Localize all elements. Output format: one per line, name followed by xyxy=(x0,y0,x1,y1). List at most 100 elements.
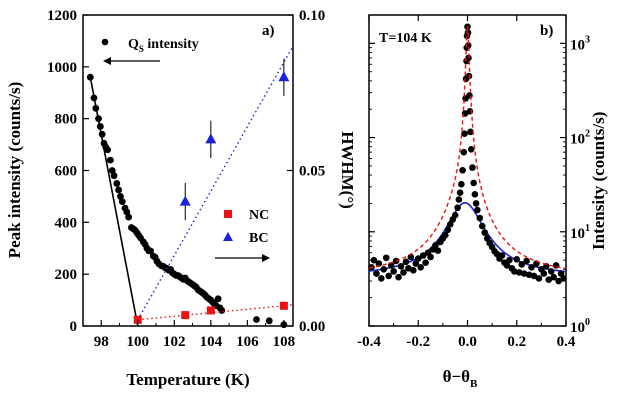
panel-b-ylabel: Intensity (counts/s) xyxy=(589,112,608,250)
a-x-tick-label: 98 xyxy=(94,334,109,350)
b-x-tick-label: 0.2 xyxy=(507,334,526,350)
b-data-point xyxy=(370,256,378,264)
b-data-point xyxy=(547,268,555,275)
hwhm-arrow-head xyxy=(262,254,270,262)
a-y-tick-label: 0 xyxy=(70,319,78,335)
bc-legend-label: BC xyxy=(249,231,268,246)
qs-data-point xyxy=(115,186,123,194)
b-data-point xyxy=(535,275,543,282)
panel-a-label: a) xyxy=(262,23,275,39)
nc-data-point xyxy=(181,311,190,320)
qs-data-point xyxy=(106,156,114,164)
b-data-point xyxy=(498,252,506,259)
b-data-point xyxy=(467,128,474,136)
qs-data-point xyxy=(147,247,154,255)
qs-data-point xyxy=(96,123,104,130)
b-data-point xyxy=(432,241,439,249)
b-y-tick-label: 102 xyxy=(570,129,590,148)
panel-b-xlabel: θ−θB xyxy=(443,367,478,390)
b-data-point xyxy=(469,164,476,171)
b-y-tick-label: 103 xyxy=(570,34,590,53)
qs-legend-label: QS intensity xyxy=(128,37,199,54)
nc-legend-label: NC xyxy=(249,208,269,223)
a-y-tick-label: 600 xyxy=(55,164,78,180)
qs-data-point xyxy=(108,167,116,174)
b-data-point xyxy=(454,204,461,212)
b-data-point xyxy=(434,247,442,254)
qs-data-point xyxy=(265,317,273,325)
b-data-point xyxy=(466,92,473,99)
b-data-point xyxy=(456,189,464,196)
b-data-point xyxy=(476,214,484,222)
b-data-point xyxy=(465,54,472,62)
qs-data-point xyxy=(92,104,100,112)
panel-b-label: b) xyxy=(540,23,553,39)
b-data-point xyxy=(419,252,427,259)
qs-data-point xyxy=(123,208,131,216)
b-data-point xyxy=(525,271,533,279)
b-data-point xyxy=(385,272,393,280)
b-data-point xyxy=(414,255,422,262)
b-x-tick-label: 0.0 xyxy=(458,334,477,350)
qs-data-point xyxy=(118,198,126,206)
b-data-point xyxy=(478,222,486,230)
b-data-point xyxy=(474,206,481,214)
b-data-point xyxy=(555,277,562,285)
qs-data-point xyxy=(86,73,94,81)
sharp-fit-curve xyxy=(368,26,567,270)
a-x-tick-label: 102 xyxy=(163,334,186,350)
b-data-point xyxy=(515,269,523,276)
b-data-point xyxy=(410,267,417,274)
b-data-point xyxy=(461,130,468,137)
bc-fit-line xyxy=(137,45,294,321)
b-data-point xyxy=(390,268,397,275)
b-data-point xyxy=(540,270,548,277)
b-x-tick-label: -0.4 xyxy=(357,334,381,350)
b-data-point xyxy=(523,257,530,265)
b-data-point xyxy=(458,180,465,188)
b-data-point xyxy=(412,260,420,267)
b-data-point xyxy=(417,263,425,271)
b-data-point xyxy=(470,179,477,187)
a-x-tick-label: 106 xyxy=(236,334,259,350)
b-data-point xyxy=(472,200,480,207)
qs-data-point xyxy=(90,94,98,102)
b-data-point xyxy=(378,275,385,282)
b-x-tick-label: -0.2 xyxy=(406,334,430,350)
b-data-point xyxy=(387,262,395,269)
b-data-point xyxy=(467,146,475,153)
b-data-point xyxy=(543,263,550,270)
b-data-point xyxy=(455,196,463,203)
b-data-point xyxy=(402,258,410,266)
a-y-tick-label: 1200 xyxy=(47,8,77,24)
b-data-point xyxy=(442,231,449,239)
nc-data-point xyxy=(206,306,215,315)
b-data-point xyxy=(528,263,535,271)
b-data-point xyxy=(459,166,466,174)
nc-legend-marker xyxy=(224,210,232,218)
bc-legend-marker xyxy=(223,232,233,241)
b-data-point xyxy=(503,262,511,269)
b-data-point xyxy=(510,268,518,275)
a-x-tick-label: 100 xyxy=(127,334,150,350)
panel-a-xlabel: Temperature (K) xyxy=(126,370,249,389)
b-data-point xyxy=(560,275,567,282)
b-data-point xyxy=(520,270,528,277)
a-y2-tick-label: 0.10 xyxy=(299,8,325,24)
b-data-point xyxy=(513,256,521,263)
bc-data-point xyxy=(179,195,191,206)
panel-a-ylabel: Peak intensity (counts/s) xyxy=(5,82,24,259)
bc-data-point xyxy=(205,133,217,144)
b-data-point xyxy=(471,190,479,198)
qs-data-point xyxy=(95,115,102,123)
bc-data-point xyxy=(278,71,290,82)
qs-data-point xyxy=(110,172,118,180)
panel-a-y2label: HWHM(°) xyxy=(338,131,357,209)
b-data-point xyxy=(545,276,553,284)
qs-data-point xyxy=(218,307,226,314)
b-data-point xyxy=(375,260,383,267)
a-y2-tick-label: 0.00 xyxy=(299,319,325,335)
